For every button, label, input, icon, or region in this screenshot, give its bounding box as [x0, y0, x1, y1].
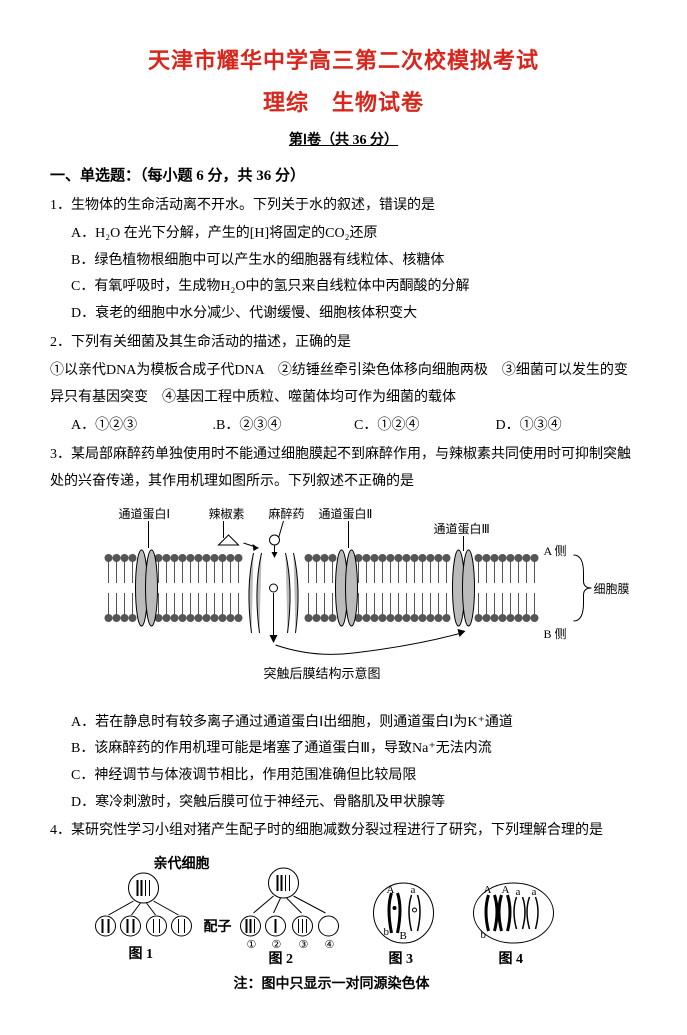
q2-options-row: A．①②③ .B．②③④ C．①②④ D．①③④: [71, 413, 637, 440]
svg-text:④: ④: [325, 939, 335, 951]
label-protein2: 通道蛋白Ⅱ: [319, 506, 373, 521]
svg-text:A: A: [387, 884, 395, 896]
label-parent: 亲代细胞: [154, 855, 210, 872]
membrane-right: [475, 554, 539, 622]
q3-opt-d: D．寒冷刺激时，突触后膜可位于神经元、骨骼肌及甲状腺等: [71, 790, 637, 817]
q2-opt-b: .B．②③④: [213, 413, 355, 440]
q3-diagram-caption: 突触后膜结构示意图: [264, 666, 381, 681]
label-side-b: B 侧: [544, 627, 567, 641]
svg-text:A: A: [484, 884, 492, 896]
fig4-caption: 图 4: [499, 951, 524, 967]
svg-text:b: b: [384, 926, 390, 938]
q3-stem: 3．某局部麻醉药单独使用时不能通过细胞膜起不到麻醉作用，与辣椒素共同使用时可抑制…: [50, 442, 637, 495]
label-drug: 麻醉药: [269, 506, 305, 521]
membrane-left: [105, 554, 243, 622]
fig2-caption: 图 2: [269, 951, 294, 967]
svg-text:①: ①: [247, 939, 257, 951]
q4-diagram: 亲代细胞 配子 图 1: [50, 853, 637, 1003]
fig3-group: A a B b 图 3: [374, 883, 434, 967]
svg-text:b: b: [481, 929, 487, 941]
q3-diagram: 通道蛋白Ⅰ 辣椒素 麻醉药 通道蛋白Ⅱ 通道蛋白Ⅲ A 侧 B 侧: [50, 503, 637, 693]
fig1-caption: 图 1: [129, 946, 154, 962]
q2-opt-c: C．①②④: [354, 413, 496, 440]
exam-title-line2: 理综 生物试卷: [50, 82, 637, 124]
label-gamete: 配子: [204, 919, 232, 935]
q1-stem: 1．生物体的生命活动离不开水。下列关于水的叙述，错误的是: [50, 193, 637, 220]
q2-detail: ①以亲代DNA为模板合成子代DNA ②纺锤丝牵引染色体移向细胞两极 ③细菌可以发…: [50, 358, 637, 411]
fig3-caption: 图 3: [389, 951, 414, 967]
label-membrane: 细胞膜: [594, 582, 630, 596]
q1-opt-a: A．H₂O 在光下分解，产生的[H]将固定的CO₂还原: [71, 221, 637, 248]
label-capsaicin: 辣椒素: [209, 507, 245, 521]
fig2-group: ① ② ③ ④ 图 2: [241, 868, 339, 967]
q4-note: 注：图中只显示一对同源染色体: [234, 975, 431, 992]
q1-opt-b: B．绿色植物根细胞中可以产生水的细胞器有线粒体、核糖体: [71, 248, 637, 275]
label-protein3: 通道蛋白Ⅲ: [434, 521, 490, 536]
q3-opt-c: C．神经调节与体液调节相比，作用范围准确但比较局限: [71, 763, 637, 790]
section-heading: 一、单选题：（每小题 6 分，共 36 分）: [50, 162, 637, 191]
svg-text:B: B: [400, 930, 407, 942]
membrane-mid: [305, 554, 451, 622]
q2-opt-a: A．①②③: [71, 413, 213, 440]
svg-text:A: A: [502, 884, 510, 896]
svg-text:a: a: [532, 886, 537, 898]
label-side-a: A 侧: [544, 544, 567, 558]
svg-text:a: a: [411, 884, 416, 896]
svg-text:a: a: [516, 886, 521, 898]
q3-opt-b: B．该麻醉药的作用机理可能是堵塞了通道蛋白Ⅲ，导致Na⁺无法内流: [71, 736, 637, 763]
exam-title-line1: 天津市耀华中学高三第二次校模拟考试: [50, 40, 637, 82]
fig4-group: A A a a b 图 4: [474, 883, 554, 967]
svg-text:②: ②: [272, 939, 282, 951]
q1-opt-c: C．有氧呼吸时，生成物H₂O中的氢只来自线粒体中丙酮酸的分解: [71, 274, 637, 301]
q2-opt-d: D．①③④: [496, 413, 638, 440]
fig1-group: 图 1: [96, 873, 192, 962]
svg-text:③: ③: [299, 939, 309, 951]
q2-stem: 2．下列有关细菌及其生命活动的描述，正确的是: [50, 330, 637, 357]
q4-stem: 4．某研究性学习小组对猪产生配子时的细胞减数分裂过程进行了研究，下列理解合理的是: [50, 818, 637, 845]
q1-opt-d: D．衰老的细胞中水分减少、代谢缓慢、细胞核体积变大: [71, 301, 637, 328]
exam-subtitle: 第Ⅰ卷（共 36 分）: [50, 128, 637, 155]
label-protein1: 通道蛋白Ⅰ: [119, 506, 171, 521]
q3-opt-a: A．若在静息时有较多离子通过通道蛋白Ⅰ出细胞，则通道蛋白Ⅰ为K⁺通道: [71, 710, 637, 737]
